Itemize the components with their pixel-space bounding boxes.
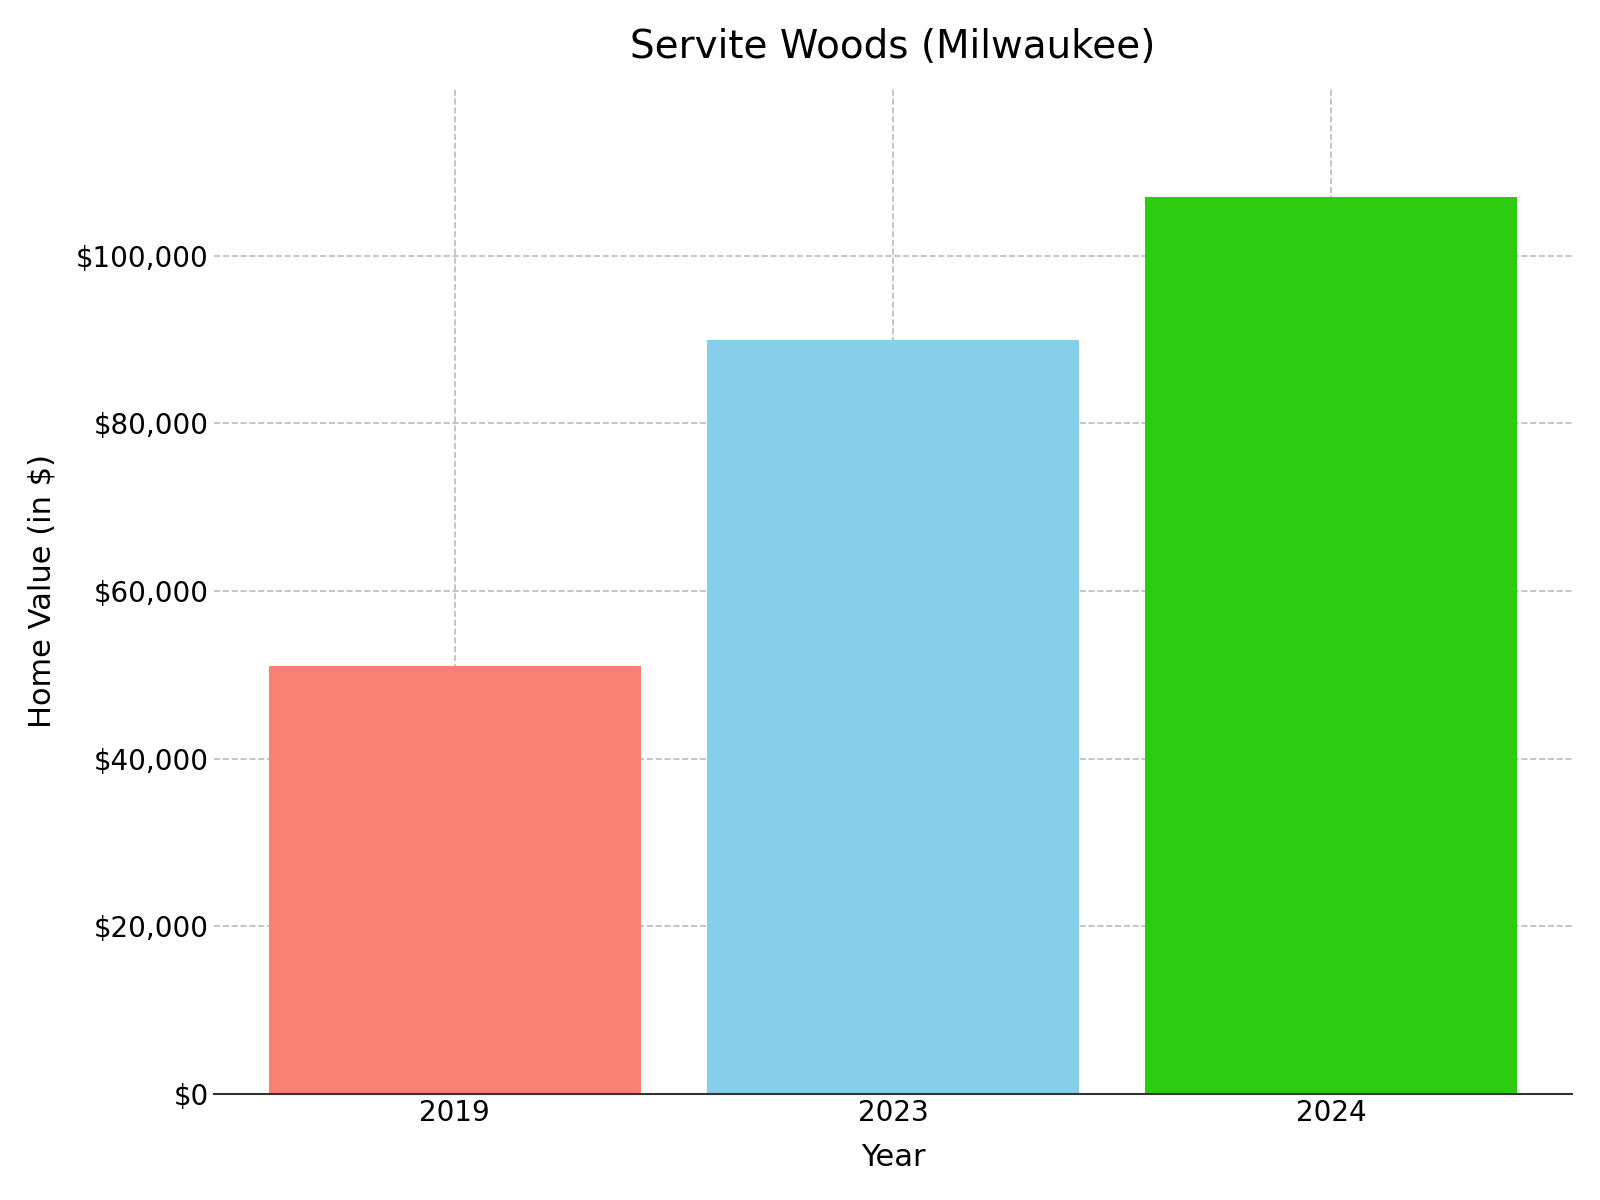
X-axis label: Year: Year	[861, 1144, 925, 1172]
Title: Servite Woods (Milwaukee): Servite Woods (Milwaukee)	[630, 28, 1155, 66]
Bar	[269, 666, 642, 1093]
Bar	[1146, 197, 1517, 1093]
Y-axis label: Home Value (in $): Home Value (in $)	[27, 454, 56, 728]
Bar	[707, 340, 1080, 1093]
